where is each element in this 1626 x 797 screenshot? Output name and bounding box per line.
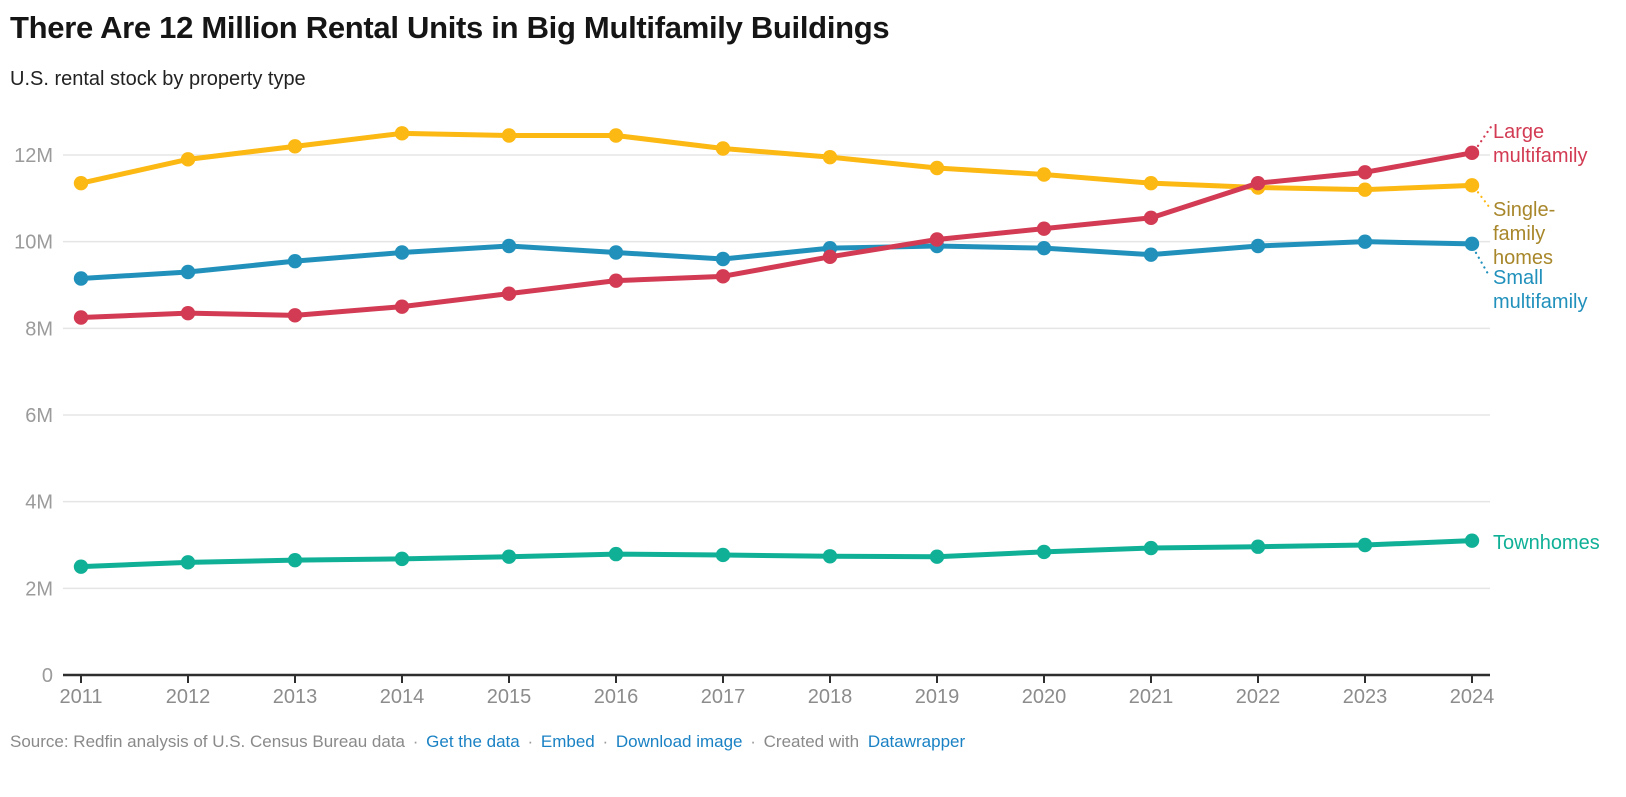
y-axis-tick-label: 2M <box>25 578 53 600</box>
data-point[interactable] <box>1143 540 1159 556</box>
data-point[interactable] <box>501 286 517 301</box>
data-point[interactable] <box>715 269 731 284</box>
data-point[interactable] <box>1357 165 1373 180</box>
label-connector <box>1476 191 1493 211</box>
series-line <box>78 150 1475 320</box>
data-point[interactable] <box>822 149 838 165</box>
data-point[interactable] <box>73 175 89 191</box>
separator: · <box>527 732 534 751</box>
data-point[interactable] <box>501 238 517 254</box>
separator: · <box>412 732 419 751</box>
get-the-data-link[interactable]: Get the data <box>426 732 520 751</box>
data-point[interactable] <box>822 549 838 564</box>
data-point[interactable] <box>394 245 410 260</box>
data-point[interactable] <box>1036 221 1052 236</box>
data-point[interactable] <box>608 546 624 562</box>
separator: · <box>750 732 756 751</box>
x-axis-tick-label: 2013 <box>273 686 318 708</box>
y-axis-tick-label: 10M <box>14 232 53 254</box>
data-point[interactable] <box>715 251 731 267</box>
data-point[interactable] <box>1464 178 1480 193</box>
source-text: Source: Redfin analysis of U.S. Census B… <box>10 732 405 751</box>
data-point[interactable] <box>394 551 410 567</box>
data-point[interactable] <box>1464 533 1480 548</box>
data-point[interactable] <box>1036 544 1052 560</box>
data-point[interactable] <box>1357 537 1373 553</box>
data-point[interactable] <box>287 552 303 568</box>
y-axis-tick-label: 6M <box>25 405 53 427</box>
data-point[interactable] <box>287 139 303 154</box>
series-line <box>78 538 1475 570</box>
data-point[interactable] <box>608 273 624 288</box>
data-point[interactable] <box>501 128 517 143</box>
download-image-link[interactable]: Download image <box>615 732 743 751</box>
x-axis-tick-label: 2019 <box>915 686 960 708</box>
data-point[interactable] <box>1357 234 1373 249</box>
y-axis-tick-label: 4M <box>25 492 53 514</box>
x-axis-tick-label: 2014 <box>380 686 425 708</box>
data-point[interactable] <box>929 549 945 564</box>
data-point[interactable] <box>180 264 196 280</box>
chart-subtitle: U.S. rental stock by property type <box>10 67 306 90</box>
data-point[interactable] <box>1036 240 1052 256</box>
x-axis-tick-label: 2016 <box>594 686 639 708</box>
data-point[interactable] <box>73 310 89 325</box>
data-point[interactable] <box>501 549 517 564</box>
y-axis-tick-label: 8M <box>25 318 53 340</box>
data-point[interactable] <box>73 559 89 574</box>
data-point[interactable] <box>822 249 838 265</box>
chart-header: There Are 12 Million Rental Units in Big… <box>10 10 1610 91</box>
data-point[interactable] <box>608 245 624 260</box>
data-point[interactable] <box>73 271 89 286</box>
data-point[interactable] <box>394 299 410 314</box>
data-point[interactable] <box>1250 238 1266 254</box>
data-point[interactable] <box>1464 236 1480 252</box>
data-point[interactable] <box>715 141 731 156</box>
page-title: There Are 12 Million Rental Units in Big… <box>10 10 890 45</box>
data-point[interactable] <box>1250 175 1266 191</box>
y-axis-tick-label: 0 <box>42 665 53 687</box>
x-axis-tick-label: 2024 <box>1450 686 1495 708</box>
data-point[interactable] <box>287 253 303 269</box>
data-point[interactable] <box>1143 175 1159 191</box>
series-line <box>78 239 1475 281</box>
embed-link[interactable]: Embed <box>540 732 595 751</box>
data-point[interactable] <box>1250 539 1266 554</box>
data-point[interactable] <box>1143 210 1159 226</box>
data-point[interactable] <box>608 128 624 143</box>
x-axis-tick-label: 2022 <box>1236 686 1281 708</box>
x-axis-tick-label: 2023 <box>1343 686 1388 708</box>
data-point[interactable] <box>715 547 731 563</box>
label-connector <box>1474 251 1490 275</box>
x-axis-tick-label: 2015 <box>487 686 532 708</box>
data-point[interactable] <box>180 305 196 321</box>
data-point[interactable] <box>287 308 303 323</box>
data-point[interactable] <box>1143 247 1159 262</box>
x-axis-tick-label: 2020 <box>1022 686 1067 708</box>
separator: · <box>602 732 609 751</box>
x-axis-tick-label: 2012 <box>166 686 211 708</box>
x-axis-tick-label: 2018 <box>808 686 853 708</box>
data-point[interactable] <box>394 126 410 141</box>
footer: Source: Redfin analysis of U.S. Census B… <box>10 732 1610 752</box>
data-point[interactable] <box>929 160 945 176</box>
label-connector <box>1476 125 1493 147</box>
data-point[interactable] <box>1036 167 1052 182</box>
data-point[interactable] <box>929 232 945 247</box>
data-point[interactable] <box>1357 182 1373 197</box>
datawrapper-link[interactable]: Datawrapper <box>867 732 966 751</box>
y-axis-tick-label: 12M <box>14 145 53 167</box>
x-axis-tick-label: 2021 <box>1129 686 1174 708</box>
data-point[interactable] <box>180 555 196 570</box>
created-with-text: Created with <box>763 732 860 751</box>
data-point[interactable] <box>1464 145 1480 161</box>
x-axis-tick-label: 2017 <box>701 686 746 708</box>
x-axis-tick-label: 2011 <box>59 686 102 708</box>
data-point[interactable] <box>180 152 196 167</box>
